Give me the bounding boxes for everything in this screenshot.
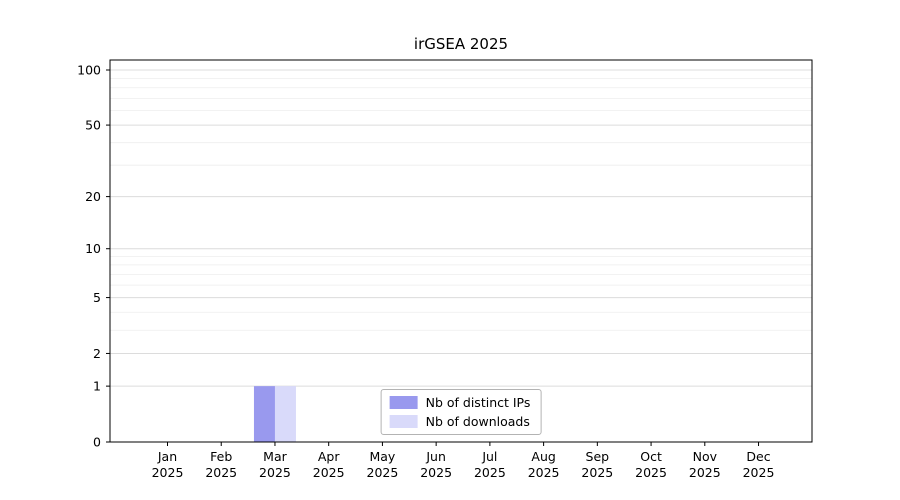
x-tick-label: Mar 2025: [259, 449, 291, 480]
x-tick-label: Jan 2025: [152, 449, 184, 480]
legend-swatch-downloads: [389, 415, 418, 428]
x-tick-label: Apr 2025: [313, 449, 345, 480]
x-tick-label: Nov 2025: [689, 449, 721, 480]
legend: Nb of distinct IPs Nb of downloads: [380, 389, 542, 435]
y-tick-label: 0: [93, 435, 101, 450]
legend-item-distinct-ips: Nb of distinct IPs: [389, 395, 531, 410]
y-tick-label: 20: [85, 189, 101, 204]
x-tick-label: Jun 2025: [420, 449, 452, 480]
x-tick-label: May 2025: [367, 449, 399, 480]
x-tick-label: Jul 2025: [474, 449, 506, 480]
x-tick-label: Feb 2025: [205, 449, 237, 480]
legend-label-distinct-ips: Nb of distinct IPs: [425, 395, 531, 410]
y-tick-label: 10: [85, 241, 101, 256]
chart-title: irGSEA 2025: [413, 35, 509, 53]
x-tick-label: Dec 2025: [743, 449, 775, 480]
y-tick-label: 5: [93, 290, 101, 305]
legend-label-downloads: Nb of downloads: [425, 414, 530, 429]
legend-swatch-distinct-ips: [389, 396, 418, 409]
y-tick-label: 2: [93, 346, 101, 361]
x-tick-label: Aug 2025: [528, 449, 560, 480]
bar-distinct-ips: [253, 386, 275, 442]
legend-item-downloads: Nb of downloads: [389, 414, 531, 429]
x-tick-label: Sep 2025: [581, 449, 613, 480]
y-tick-label: 100: [77, 63, 101, 78]
y-tick-label: 1: [93, 379, 101, 394]
bar-downloads: [274, 386, 296, 442]
plot-border: [109, 59, 813, 443]
y-tick-label: 50: [85, 118, 101, 133]
x-tick-label: Oct 2025: [635, 449, 667, 480]
